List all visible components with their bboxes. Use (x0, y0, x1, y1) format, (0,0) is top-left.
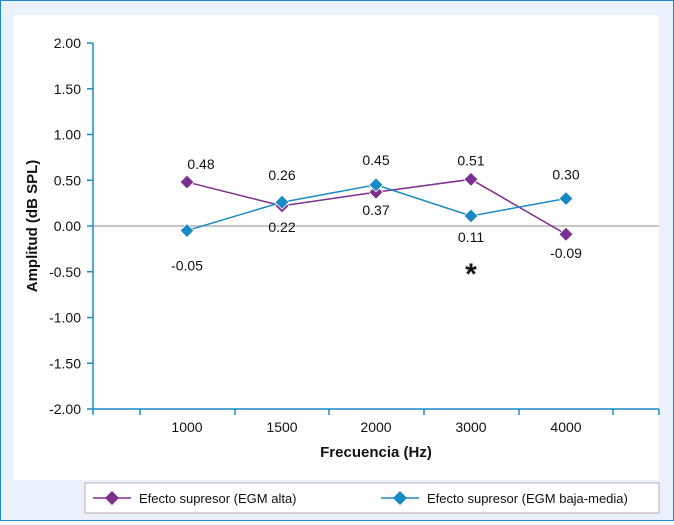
data-point-marker (368, 177, 384, 193)
x-tick-label: 1500 (266, 419, 297, 435)
data-point-marker (463, 171, 479, 187)
legend-marker-2 (393, 491, 407, 505)
x-axis-title: Frecuencia (Hz) (320, 444, 432, 461)
data-point-marker (274, 194, 290, 210)
data-label: 0.51 (457, 152, 484, 168)
y-tick-label: -1.50 (49, 355, 81, 371)
data-label: -0.05 (171, 258, 203, 274)
plot-area (13, 15, 659, 480)
y-tick-label: 1.00 (54, 127, 81, 143)
legend-box (84, 482, 660, 514)
significance-asterisk: * (465, 258, 477, 291)
data-label: 0.45 (362, 152, 389, 168)
data-point-marker (463, 208, 479, 224)
legend-label-2: Efecto supresor (EGM baja-media) (427, 491, 628, 506)
y-tick-label: 1.50 (54, 81, 81, 97)
x-tick-label: 4000 (550, 419, 581, 435)
y-axis-title: Amplitud (dB SPL) (24, 160, 41, 292)
y-tick-label: 2.00 (54, 35, 81, 51)
data-label: -0.09 (550, 245, 582, 261)
data-point-marker (558, 190, 574, 207)
y-tick-label: 0.50 (54, 172, 81, 188)
x-tick-label: 1000 (171, 419, 202, 435)
legend-label-1: Efecto supresor (EGM alta) (139, 491, 297, 506)
x-tick-label: 3000 (455, 419, 486, 435)
data-point-marker (179, 174, 195, 190)
data-label: 0.48 (187, 156, 214, 172)
data-label: 0.37 (362, 202, 389, 218)
data-point-marker (179, 223, 195, 239)
legend-marker-1 (105, 491, 119, 505)
x-tick-label: 2000 (360, 419, 391, 435)
y-tick-label: 0.00 (54, 218, 81, 234)
data-label: 0.22 (268, 219, 295, 235)
data-label: 0.11 (458, 229, 484, 245)
data-point-marker (558, 226, 574, 242)
y-tick-label: -2.00 (49, 401, 81, 417)
y-tick-label: -0.50 (49, 264, 81, 280)
data-label: 0.30 (552, 167, 579, 183)
y-tick-label: -1.00 (49, 310, 81, 326)
legend: Efecto supresor (EGM alta) Efecto supreso… (84, 482, 660, 514)
data-label: 0.26 (268, 167, 295, 183)
